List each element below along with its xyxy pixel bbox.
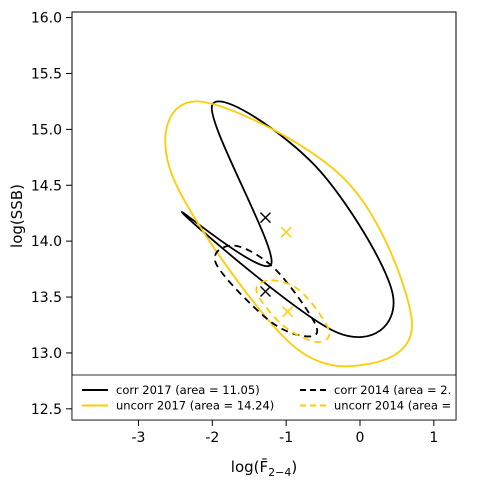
- y-tick-label: 12.5: [31, 402, 62, 418]
- ellipse-series-0: [181, 100, 395, 339]
- y-tick-label: 13.0: [31, 346, 62, 362]
- y-tick-label: 15.0: [31, 122, 62, 138]
- y-tick-label: 14.0: [31, 234, 62, 250]
- y-axis-label: log(SSB): [8, 184, 26, 248]
- x-axis-label-close: ): [291, 458, 297, 476]
- center-marker-3: [282, 306, 294, 318]
- legend-label: uncorr 2014 (area =: [334, 399, 451, 413]
- y-tick-label: 15.5: [31, 66, 62, 82]
- x-axis-label: log(F̄2−4): [231, 457, 297, 479]
- legend-label: corr 2014 (area = 2.: [334, 383, 451, 397]
- x-tick-label: -1: [279, 430, 293, 446]
- centers-group: [259, 212, 294, 318]
- legend-entry-1: uncorr 2017 (area = 14.24): [82, 399, 274, 413]
- y-tick-label: 16.0: [31, 11, 62, 27]
- ellipse-series-2: [213, 244, 319, 338]
- x-axis-label-main: log(F̄: [231, 457, 268, 476]
- legend: corr 2017 (area = 11.05) uncorr 2017 (are…: [82, 383, 451, 413]
- x-tick-label: 1: [429, 430, 438, 446]
- x-tick-label: 0: [356, 430, 365, 446]
- x-tick-label: -3: [131, 430, 145, 446]
- legend-entry-2: corr 2014 (area = 2.: [300, 383, 451, 397]
- legend-label: uncorr 2017 (area = 14.24): [116, 399, 274, 413]
- x-axis: -3 -2 -1 0 1: [131, 420, 438, 446]
- center-marker-2: [259, 285, 271, 297]
- y-tick-label: 13.5: [31, 290, 62, 306]
- legend-entry-3: uncorr 2014 (area =: [300, 399, 451, 413]
- x-tick-label: -2: [205, 430, 219, 446]
- center-marker-0: [259, 212, 271, 224]
- ellipse-series-1: [164, 100, 413, 368]
- legend-label: corr 2017 (area = 11.05): [116, 383, 260, 397]
- center-marker-1: [280, 226, 292, 238]
- ellipse-series-3: [255, 279, 331, 343]
- y-tick-label: 14.5: [31, 178, 62, 194]
- y-axis: 12.5 13.0 13.5 14.0 14.5 15.0 15.5 16.0: [31, 11, 72, 418]
- legend-entry-0: corr 2017 (area = 11.05): [82, 383, 260, 397]
- legend-box: [71, 374, 457, 421]
- x-axis-label-sub: 2−4: [268, 466, 291, 479]
- ellipses-group: [164, 100, 413, 368]
